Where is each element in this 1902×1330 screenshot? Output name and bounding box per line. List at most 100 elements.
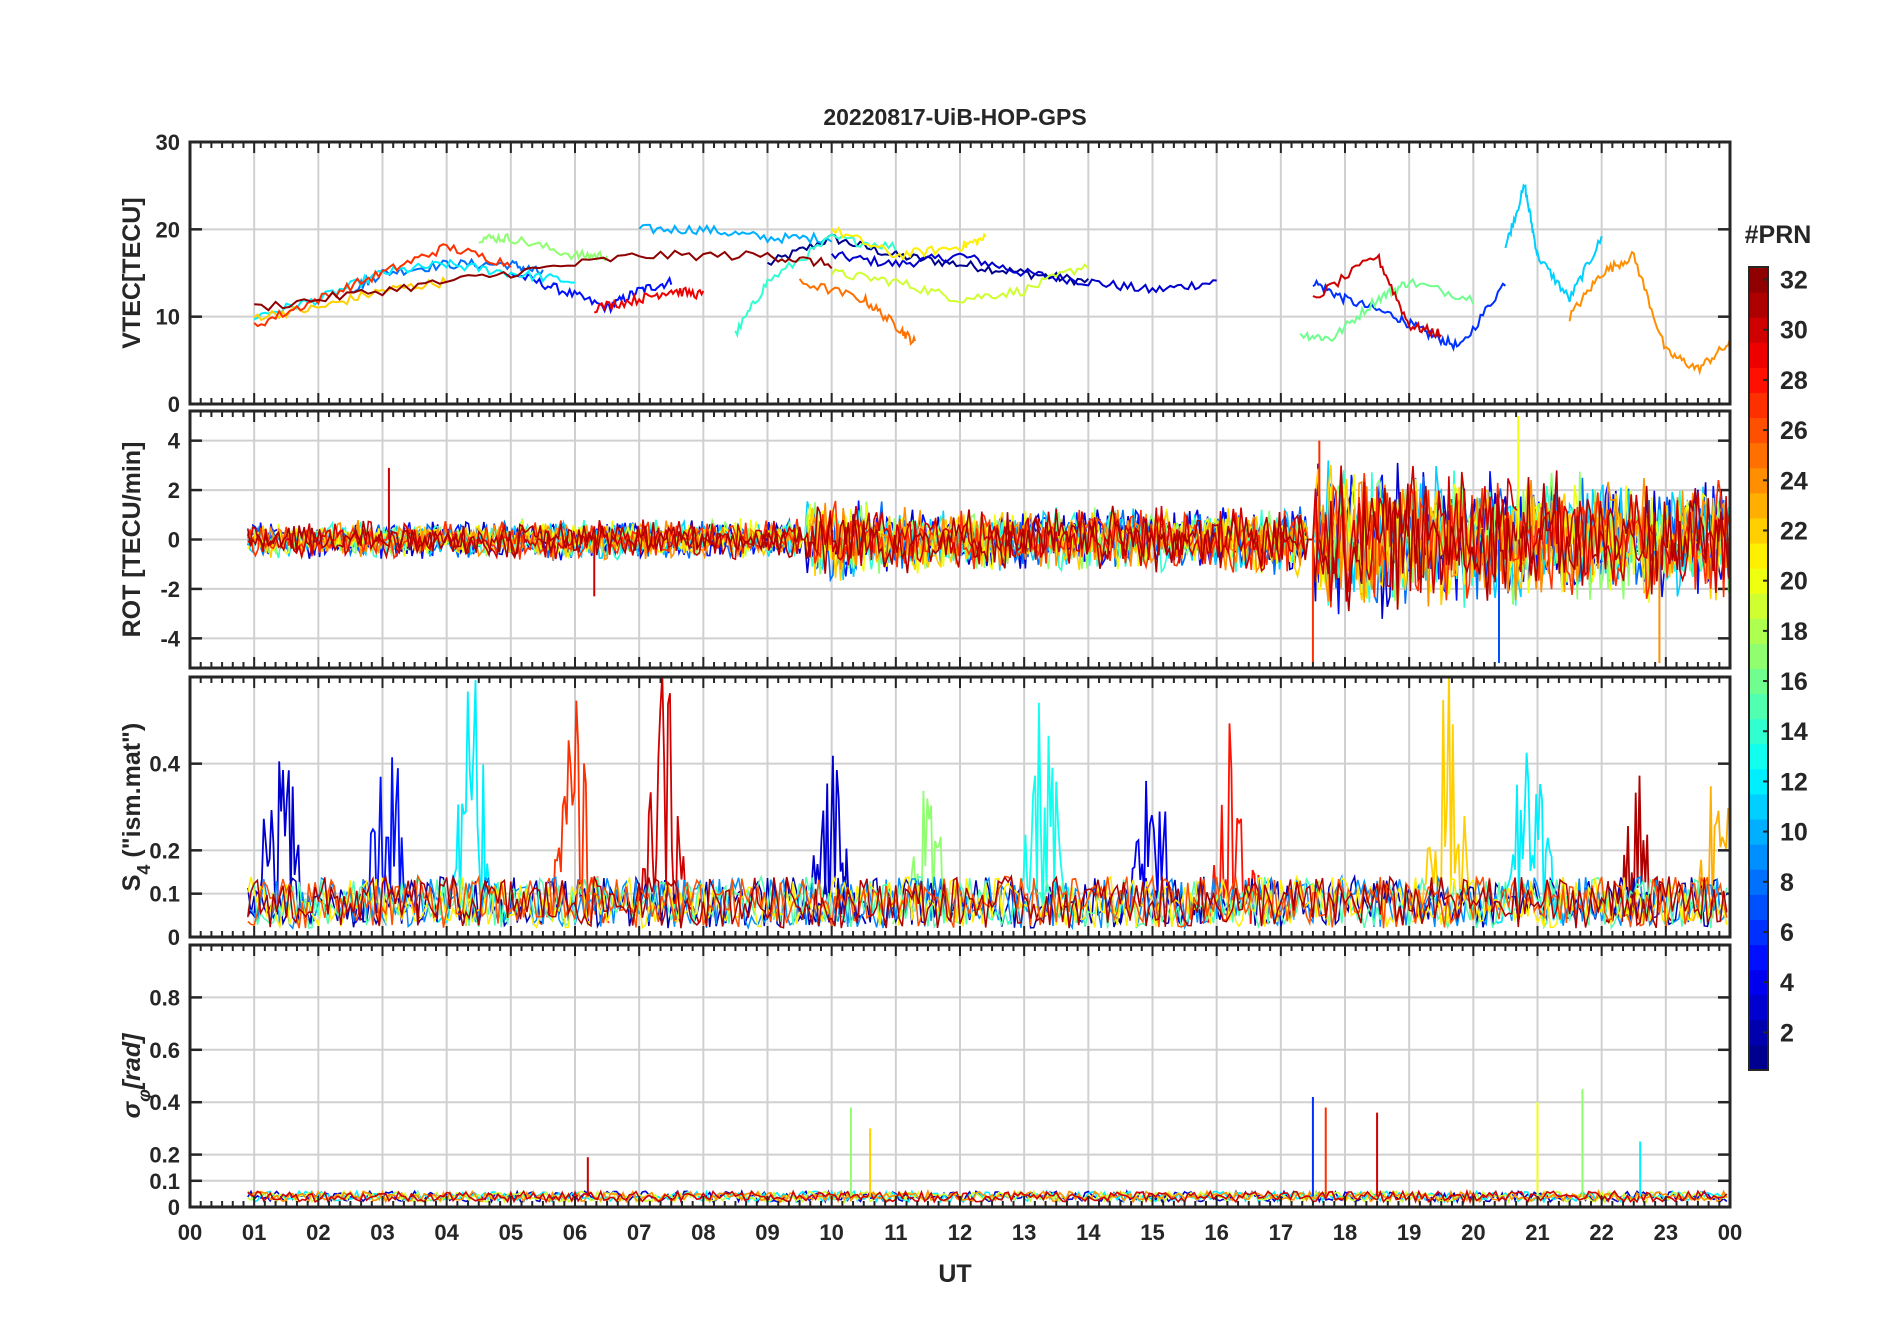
- x-axis: 00 01 02 03 04 05 06 07 08 09 10 11 12 13 14 15 16 17 18 19…: [178, 1220, 1742, 1245]
- y-tick-label: 0.1: [149, 1169, 180, 1194]
- colorbar-level: [1749, 292, 1768, 318]
- colorbar-tick-label: 2: [1780, 1019, 1794, 1047]
- rot-trace-prn-31: [247, 470, 1730, 612]
- colorbar-level: [1749, 668, 1768, 695]
- series-prn-30: [1312, 252, 1442, 339]
- series-prn-19: [830, 263, 1090, 304]
- colorbar-level: [1749, 969, 1768, 996]
- series-prn-27: [253, 243, 512, 328]
- x-tick-label: 13: [1012, 1220, 1036, 1245]
- y-axis-label-sub: 4: [134, 865, 154, 875]
- y-tick-label: -2: [160, 577, 180, 602]
- colorbar-tick-label: 4: [1780, 969, 1794, 997]
- colorbar-level: [1749, 768, 1768, 795]
- y-tick-label: 0: [168, 925, 180, 950]
- rot-trace-prn-27: [247, 473, 1730, 608]
- colorbar-tick-label: 26: [1780, 417, 1808, 445]
- x-tick-label: 10: [819, 1220, 843, 1245]
- axes-box-rot: [188, 409, 1732, 670]
- x-tick-label: 00: [1718, 1220, 1742, 1245]
- x-tick-label: 12: [948, 1220, 972, 1245]
- y-tick-label: 0: [168, 528, 180, 553]
- x-tick-label: 09: [755, 1220, 779, 1245]
- x-tick-label: 00: [178, 1220, 202, 1245]
- panel-s4: 0 0.1 0.2 0.4S4 ("ism.mat"): [118, 675, 1732, 950]
- colorbar-tick-label: 18: [1780, 618, 1808, 646]
- colorbar-level: [1749, 693, 1768, 720]
- x-tick-label: 02: [306, 1220, 330, 1245]
- axes-box-sigma: [188, 943, 1732, 1209]
- series-prn-11: [1504, 183, 1603, 303]
- s4-burst-prn-12: [1495, 752, 1566, 925]
- colorbar-tick-label: 22: [1780, 517, 1808, 545]
- colorbar-level: [1749, 894, 1768, 920]
- series-prn-29: [594, 286, 705, 314]
- colorbar-tick-label: 6: [1780, 919, 1794, 947]
- colorbar-tick-label: 8: [1780, 869, 1794, 897]
- colorbar-tick-label: 24: [1780, 467, 1808, 495]
- series-prn-17: [478, 232, 609, 262]
- colorbar-tick-label: 30: [1780, 317, 1808, 345]
- colorbar-level: [1749, 618, 1768, 644]
- x-tick-label: 11: [884, 1220, 907, 1245]
- colorbar-level: [1749, 517, 1768, 544]
- colorbar-level: [1749, 442, 1768, 469]
- colorbar-level: [1749, 593, 1768, 619]
- data-layer-s4: [247, 677, 1729, 931]
- colorbar-tick-label: 28: [1780, 367, 1808, 395]
- colorbar-level: [1749, 1019, 1768, 1046]
- x-tick-label: 22: [1589, 1220, 1613, 1245]
- x-tick-label: 16: [1204, 1220, 1228, 1245]
- panel-sigma: 00.10.20.40.60.8σφ[rad]: [118, 943, 1732, 1220]
- colorbar-level: [1749, 743, 1768, 770]
- colorbar-level: [1749, 844, 1768, 870]
- y-tick-label: 0.4: [149, 752, 180, 777]
- x-tick-label: 06: [563, 1220, 587, 1245]
- colorbar-level: [1749, 994, 1768, 1021]
- colorbar-level: [1749, 492, 1768, 519]
- colorbar-level: [1749, 819, 1768, 845]
- colorbar-level: [1749, 417, 1768, 444]
- y-tick-label: 0: [168, 392, 180, 417]
- x-tick-label: 05: [499, 1220, 523, 1245]
- y-axis-label-rest: ("ism.mat"): [118, 723, 146, 865]
- x-tick-label: 19: [1397, 1220, 1421, 1245]
- data-layer-vtec: [253, 183, 1730, 376]
- colorbar-level: [1749, 543, 1768, 569]
- x-tick-label: 14: [1076, 1220, 1101, 1245]
- y-axis-label-s4: S4 ("ism.mat"): [118, 723, 154, 892]
- panel-rot: -4 -2 0 2 4 ROT [TECU/min]: [118, 409, 1732, 670]
- colorbar-level: [1749, 793, 1768, 820]
- y-tick-label: 20: [156, 217, 180, 242]
- colorbar-tick-label: 32: [1780, 267, 1808, 295]
- data-layer-rot: [247, 415, 1730, 664]
- axes-box-vtec: [188, 140, 1732, 406]
- y-tick-label: 0: [168, 1195, 180, 1220]
- y-tick-label: 10: [156, 305, 180, 330]
- colorbar-level: [1749, 1044, 1768, 1071]
- x-tick-label: 17: [1269, 1220, 1293, 1245]
- x-tick-label: 23: [1654, 1220, 1678, 1245]
- colorbar-title: #PRN: [1745, 221, 1812, 249]
- x-axis-label: UT: [938, 1260, 971, 1288]
- x-tick-label: 20: [1461, 1220, 1485, 1245]
- colorbar-level: [1749, 317, 1768, 343]
- y-tick-label: 0.4: [149, 1090, 180, 1115]
- series-prn-6: [1312, 278, 1507, 352]
- series-prn-16: [1299, 277, 1475, 342]
- colorbar-level: [1749, 392, 1768, 419]
- series-prn-5: [510, 271, 673, 315]
- series-prn-3: [830, 250, 1217, 295]
- colorbar-level: [1749, 919, 1768, 946]
- x-tick-label: 08: [691, 1220, 715, 1245]
- y-tick-label: 30: [156, 130, 180, 155]
- x-tick-label: 03: [370, 1220, 394, 1245]
- x-tick-label: 07: [627, 1220, 651, 1245]
- colorbar-tick-label: 14: [1780, 718, 1808, 746]
- y-tick-label: 0.8: [149, 985, 180, 1010]
- sigma-trace-prn-30: [247, 1188, 1728, 1205]
- s4-burst-prn-12: [436, 680, 508, 925]
- colorbar-tick-label: 16: [1780, 668, 1808, 696]
